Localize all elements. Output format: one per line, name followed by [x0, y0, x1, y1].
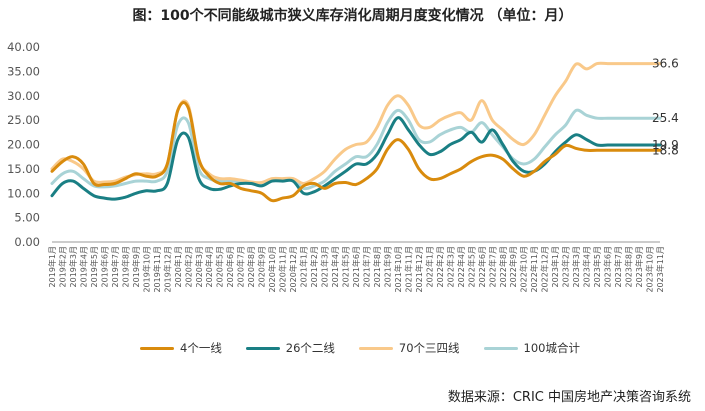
x-tick-label: 2021年6月	[351, 246, 361, 287]
legend-item-100: 100城合计	[483, 339, 580, 357]
x-tick-label: 2020年1月	[173, 246, 183, 287]
series-line-4	[50, 108, 662, 191]
legend-label-26: 26个二线	[285, 341, 335, 355]
x-tick-label: 2022年5月	[466, 246, 476, 287]
x-tick-label: 2021年11月	[403, 246, 413, 293]
legend-swatch-4	[140, 346, 174, 350]
x-tick-label: 2022年7月	[487, 246, 497, 287]
x-tick-label: 2019年2月	[57, 246, 67, 287]
y-tick-label: 0.00	[14, 235, 40, 249]
x-tick-label: 2023年5月	[592, 246, 602, 287]
x-tick-label: 2019年7月	[110, 246, 120, 287]
series-line-3	[50, 61, 662, 185]
x-tick-label: 2019年4月	[78, 246, 88, 287]
x-tick-label: 2020年3月	[194, 246, 204, 287]
x-tick-label: 2019年8月	[120, 246, 130, 287]
source-note: 数据来源：CRIC 中国房地产决策咨询系统	[447, 390, 691, 405]
legend-label-100: 100城合计	[523, 341, 580, 355]
x-tick-label: 2021年3月	[320, 246, 330, 287]
x-tick-label: 2022年4月	[456, 246, 466, 287]
x-tick-label: 2019年11月	[152, 246, 162, 293]
x-tick-label: 2021年12月	[414, 246, 424, 293]
x-tick-label: 2020年9月	[257, 246, 267, 287]
x-tick-label: 2021年5月	[341, 246, 351, 287]
y-tick-label: 20.00	[7, 138, 40, 152]
y-tick-label: 35.00	[7, 64, 40, 78]
x-tick-label: 2023年7月	[613, 246, 623, 287]
x-tick-label: 2019年6月	[99, 246, 109, 287]
legend-item-4: 4个一线	[140, 339, 222, 357]
x-tick-label: 2023年4月	[582, 246, 592, 287]
x-tick-label: 2020年5月	[215, 246, 225, 287]
series-line-1	[50, 101, 662, 203]
x-tick-label: 2021年8月	[372, 246, 382, 287]
series-line-2	[50, 116, 662, 201]
x-tick-label: 2021年1月	[299, 246, 309, 287]
x-tick-label: 2023年2月	[561, 246, 571, 287]
y-tick-label: 25.00	[7, 113, 40, 127]
x-tick-label: 2020年12月	[288, 246, 298, 293]
x-axis-ticks: 2019年1月 2019年2月 2019年3月 2019年4月 2019年5月 2019年…	[47, 246, 665, 293]
legend: 4个一线 26个二线 70个三四线 100城合计	[140, 339, 580, 357]
x-tick-label: 2023年3月	[571, 246, 581, 287]
end-value-label: 36.6	[652, 57, 679, 71]
y-tick-label: 5.00	[14, 211, 40, 225]
legend-swatch-26	[245, 346, 280, 350]
x-tick-label: 2019年3月	[68, 246, 78, 287]
end-labels: 36.6 25.4 19.918.8	[652, 57, 679, 158]
y-tick-label: 10.00	[7, 186, 40, 200]
x-tick-label: 2019年9月	[131, 246, 141, 287]
series-lines	[50, 61, 662, 203]
x-tick-label: 2020年6月	[225, 246, 235, 287]
x-tick-label: 2022年12月	[540, 246, 550, 293]
x-tick-label: 2021年10月	[393, 246, 403, 293]
x-tick-label: 2020年7月	[236, 246, 246, 287]
x-tick-label: 2023年1月	[550, 246, 560, 287]
x-tick-label: 2023年6月	[603, 246, 613, 287]
x-tick-label: 2019年10月	[141, 246, 151, 293]
y-tick-label: 30.00	[7, 89, 40, 103]
x-tick-label: 2019年12月	[162, 246, 172, 293]
y-tick-label: 40.00	[7, 40, 40, 54]
legend-item-70: 70个三四线	[358, 339, 460, 357]
x-tick-label: 2022年8月	[498, 246, 508, 287]
x-tick-label: 2023年8月	[624, 246, 634, 287]
x-tick-label: 2020年2月	[183, 246, 193, 287]
x-tick-label: 2022年10月	[519, 246, 529, 293]
x-tick-label: 2021年4月	[330, 246, 340, 287]
legend-label-4: 4个一线	[180, 341, 222, 355]
end-value-label: 19.9	[652, 138, 679, 152]
x-tick-label: 2023年11月	[655, 246, 665, 293]
legend-swatch-70	[358, 346, 393, 350]
x-tick-label: 2019年5月	[89, 246, 99, 287]
x-tick-label: 2023年10月	[645, 246, 655, 293]
y-tick-label: 15.00	[7, 162, 40, 176]
legend-swatch-100	[483, 346, 518, 350]
x-tick-label: 2019年1月	[47, 246, 57, 287]
x-tick-label: 2022年9月	[508, 246, 518, 287]
legend-item-26: 26个二线	[245, 339, 335, 357]
x-tick-label: 2022年11月	[529, 246, 539, 293]
x-tick-label: 2022年1月	[424, 246, 434, 287]
end-value-label: 25.4	[652, 111, 679, 125]
x-tick-label: 2020年4月	[204, 246, 214, 287]
end-value-label: 18.8	[652, 143, 679, 157]
x-tick-label: 2022年3月	[445, 246, 455, 287]
x-tick-label: 2021年7月	[361, 246, 371, 287]
legend-label-70: 70个三四线	[398, 341, 460, 355]
x-tick-label: 2020年10月	[267, 246, 277, 293]
x-tick-label: 2021年2月	[309, 246, 319, 287]
x-tick-label: 2020年8月	[246, 246, 256, 287]
x-tick-label: 2021年9月	[382, 246, 392, 287]
x-tick-label: 2020年11月	[278, 246, 288, 293]
chart-title: 图：100个不同能级城市狭义库存消化周期月度变化情况 （单位：月）	[132, 8, 573, 24]
x-tick-label: 2022年6月	[477, 246, 487, 287]
y-axis-ticks: 0.00 5.00 10.00 15.00 20.00 25.00 30.00 35.00 40…	[7, 40, 40, 249]
x-tick-label: 2022年2月	[435, 246, 445, 287]
x-tick-label: 2023年9月	[634, 246, 644, 287]
